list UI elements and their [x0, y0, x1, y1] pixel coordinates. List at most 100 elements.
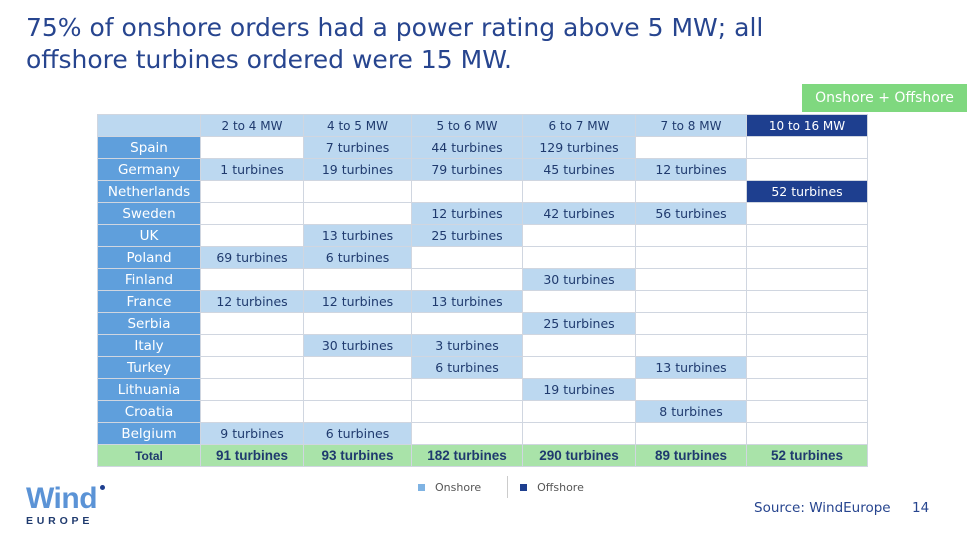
empty-cell [200, 180, 304, 203]
column-header-offshore: 10 to 16 MW [746, 114, 868, 137]
empty-cell [200, 312, 304, 335]
column-header: 5 to 6 MW [411, 114, 523, 137]
total-cell: 182 turbines [411, 444, 523, 467]
empty-cell [200, 136, 304, 159]
country-cell: France [97, 290, 201, 313]
empty-cell [746, 290, 868, 313]
country-cell: Turkey [97, 356, 201, 379]
slide-title: 75% of onshore orders had a power rating… [26, 12, 926, 76]
onshore-value-cell: 79 turbines [411, 158, 523, 181]
total-cell: 89 turbines [635, 444, 747, 467]
empty-cell [746, 268, 868, 291]
logo-subtext: EUROPE [26, 515, 94, 527]
empty-cell [746, 422, 868, 445]
title-line-2: offshore turbines ordered were 15 MW. [26, 45, 512, 74]
empty-cell [746, 400, 868, 423]
empty-cell [303, 400, 412, 423]
table-row: Turkey 6 turbines 13 turbines [97, 356, 868, 379]
offshore-swatch [520, 483, 528, 491]
empty-cell [522, 180, 636, 203]
empty-cell [635, 246, 747, 269]
country-cell: Belgium [97, 422, 201, 445]
onshore-value-cell: 13 turbines [411, 290, 523, 313]
empty-cell [411, 312, 523, 335]
empty-cell [635, 290, 747, 313]
empty-cell [411, 400, 523, 423]
country-cell: Spain [97, 136, 201, 159]
column-header: 4 to 5 MW [303, 114, 412, 137]
onshore-value-cell: 25 turbines [411, 224, 523, 247]
empty-cell [522, 422, 636, 445]
empty-cell [746, 136, 868, 159]
country-cell: Serbia [97, 312, 201, 335]
empty-cell [303, 312, 412, 335]
legend-onshore-label: Onshore [435, 480, 482, 494]
onshore-value-cell: 12 turbines [200, 290, 304, 313]
empty-cell [746, 202, 868, 225]
empty-cell [635, 334, 747, 357]
empty-cell [411, 378, 523, 401]
corner-cell [97, 114, 201, 137]
total-cell: 91 turbines [200, 444, 304, 467]
table-row: Germany 1 turbines 19 turbines 79 turbines 4… [97, 158, 868, 181]
onshore-value-cell: 42 turbines [522, 202, 636, 225]
onshore-value-cell: 19 turbines [522, 378, 636, 401]
onshore-value-cell: 12 turbines [635, 158, 747, 181]
onshore-value-cell: 7 turbines [303, 136, 412, 159]
title-line-1: 75% of onshore orders had a power rating… [26, 13, 764, 42]
empty-cell [522, 246, 636, 269]
page-number: 14 [912, 500, 930, 516]
total-cell: 93 turbines [303, 444, 412, 467]
empty-cell [200, 334, 304, 357]
empty-cell [411, 422, 523, 445]
legend-onshore: Onshore [418, 481, 481, 494]
onshore-value-cell: 6 turbines [411, 356, 523, 379]
onshore-value-cell: 9 turbines [200, 422, 304, 445]
empty-cell [522, 290, 636, 313]
onshore-value-cell: 3 turbines [411, 334, 523, 357]
onshore-value-cell: 8 turbines [635, 400, 747, 423]
onshore-value-cell: 19 turbines [303, 158, 412, 181]
table-row: Croatia 8 turbines [97, 400, 868, 423]
onshore-value-cell: 30 turbines [522, 268, 636, 291]
empty-cell [522, 356, 636, 379]
country-cell: UK [97, 224, 201, 247]
logo-dot [100, 485, 106, 490]
table-row: Belgium 9 turbines 6 turbines [97, 422, 868, 445]
country-cell: Netherlands [97, 180, 201, 203]
empty-cell [635, 268, 747, 291]
empty-cell [746, 246, 868, 269]
legend-divider [507, 476, 509, 498]
empty-cell [635, 136, 747, 159]
column-header: 2 to 4 MW [200, 114, 304, 137]
turbine-orders-table: 2 to 4 MW 4 to 5 MW 5 to 6 MW 6 to 7 MW … [97, 114, 868, 467]
total-cell: 290 turbines [522, 444, 636, 467]
onshore-value-cell: 6 turbines [303, 422, 412, 445]
empty-cell [522, 334, 636, 357]
table-row: Poland 69 turbines 6 turbines [97, 246, 868, 269]
onshore-swatch [418, 483, 425, 491]
empty-cell [746, 312, 868, 335]
empty-cell [522, 224, 636, 247]
total-row: Total 91 turbines 93 turbines 182 turbines 2… [97, 444, 868, 467]
legend-offshore-label: Offshore [537, 480, 584, 494]
empty-cell [635, 224, 747, 247]
table-row: UK 13 turbines 25 turbines [97, 224, 868, 247]
onshore-value-cell: 25 turbines [522, 312, 636, 335]
empty-cell [303, 378, 412, 401]
empty-cell [303, 356, 412, 379]
header-row: 2 to 4 MW 4 to 5 MW 5 to 6 MW 6 to 7 MW … [97, 114, 868, 137]
empty-cell [746, 334, 868, 357]
onshore-value-cell: 30 turbines [303, 334, 412, 357]
column-header: 7 to 8 MW [635, 114, 747, 137]
empty-cell [200, 400, 304, 423]
empty-cell [200, 378, 304, 401]
empty-cell [411, 246, 523, 269]
windeurope-logo: Wind EUROPE [26, 484, 106, 527]
empty-cell [411, 268, 523, 291]
source-note: Source: WindEurope [754, 500, 891, 516]
country-cell: Poland [97, 246, 201, 269]
country-cell: Croatia [97, 400, 201, 423]
onshore-value-cell: 12 turbines [411, 202, 523, 225]
empty-cell [635, 312, 747, 335]
